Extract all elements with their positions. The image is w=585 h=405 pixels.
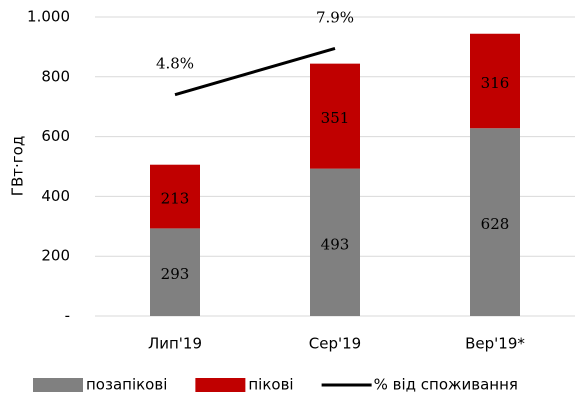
y-tick-label: 1.000 bbox=[27, 8, 70, 26]
y-tick-label: 800 bbox=[41, 67, 70, 85]
bar-segment bbox=[310, 168, 360, 316]
y-tick-label: 600 bbox=[41, 127, 70, 145]
bar-segment bbox=[150, 228, 200, 316]
data-label: 316 bbox=[481, 74, 510, 92]
y-tick-label: 200 bbox=[41, 247, 70, 265]
legend-swatch bbox=[195, 378, 246, 392]
data-label: 351 bbox=[321, 109, 350, 127]
data-label: 213 bbox=[161, 190, 190, 208]
y-tick-label: - bbox=[65, 307, 70, 325]
bar-segment bbox=[470, 33, 520, 129]
y-axis-label: ГВт·год bbox=[9, 136, 27, 196]
legend-label: позапікові bbox=[86, 376, 167, 394]
data-label: 293 bbox=[161, 265, 190, 283]
legend-label: пікові bbox=[248, 376, 293, 394]
x-tick-label: Лип'19 bbox=[148, 335, 202, 353]
legend-label: % від споживання bbox=[374, 376, 518, 394]
line-label: 4.8% bbox=[156, 55, 194, 73]
x-tick-label: Сер'19 bbox=[309, 335, 361, 353]
data-label: 628 bbox=[481, 215, 510, 233]
bar-segment bbox=[470, 128, 520, 316]
line-label: 7.9% bbox=[316, 8, 354, 26]
legend-swatch bbox=[33, 378, 83, 392]
y-tick-label: 400 bbox=[41, 187, 70, 205]
bar-segment bbox=[150, 164, 200, 229]
x-tick-label: Вер'19* bbox=[465, 335, 525, 353]
bar-segment bbox=[310, 63, 360, 169]
line bbox=[174, 46, 336, 97]
data-label: 493 bbox=[321, 235, 350, 253]
